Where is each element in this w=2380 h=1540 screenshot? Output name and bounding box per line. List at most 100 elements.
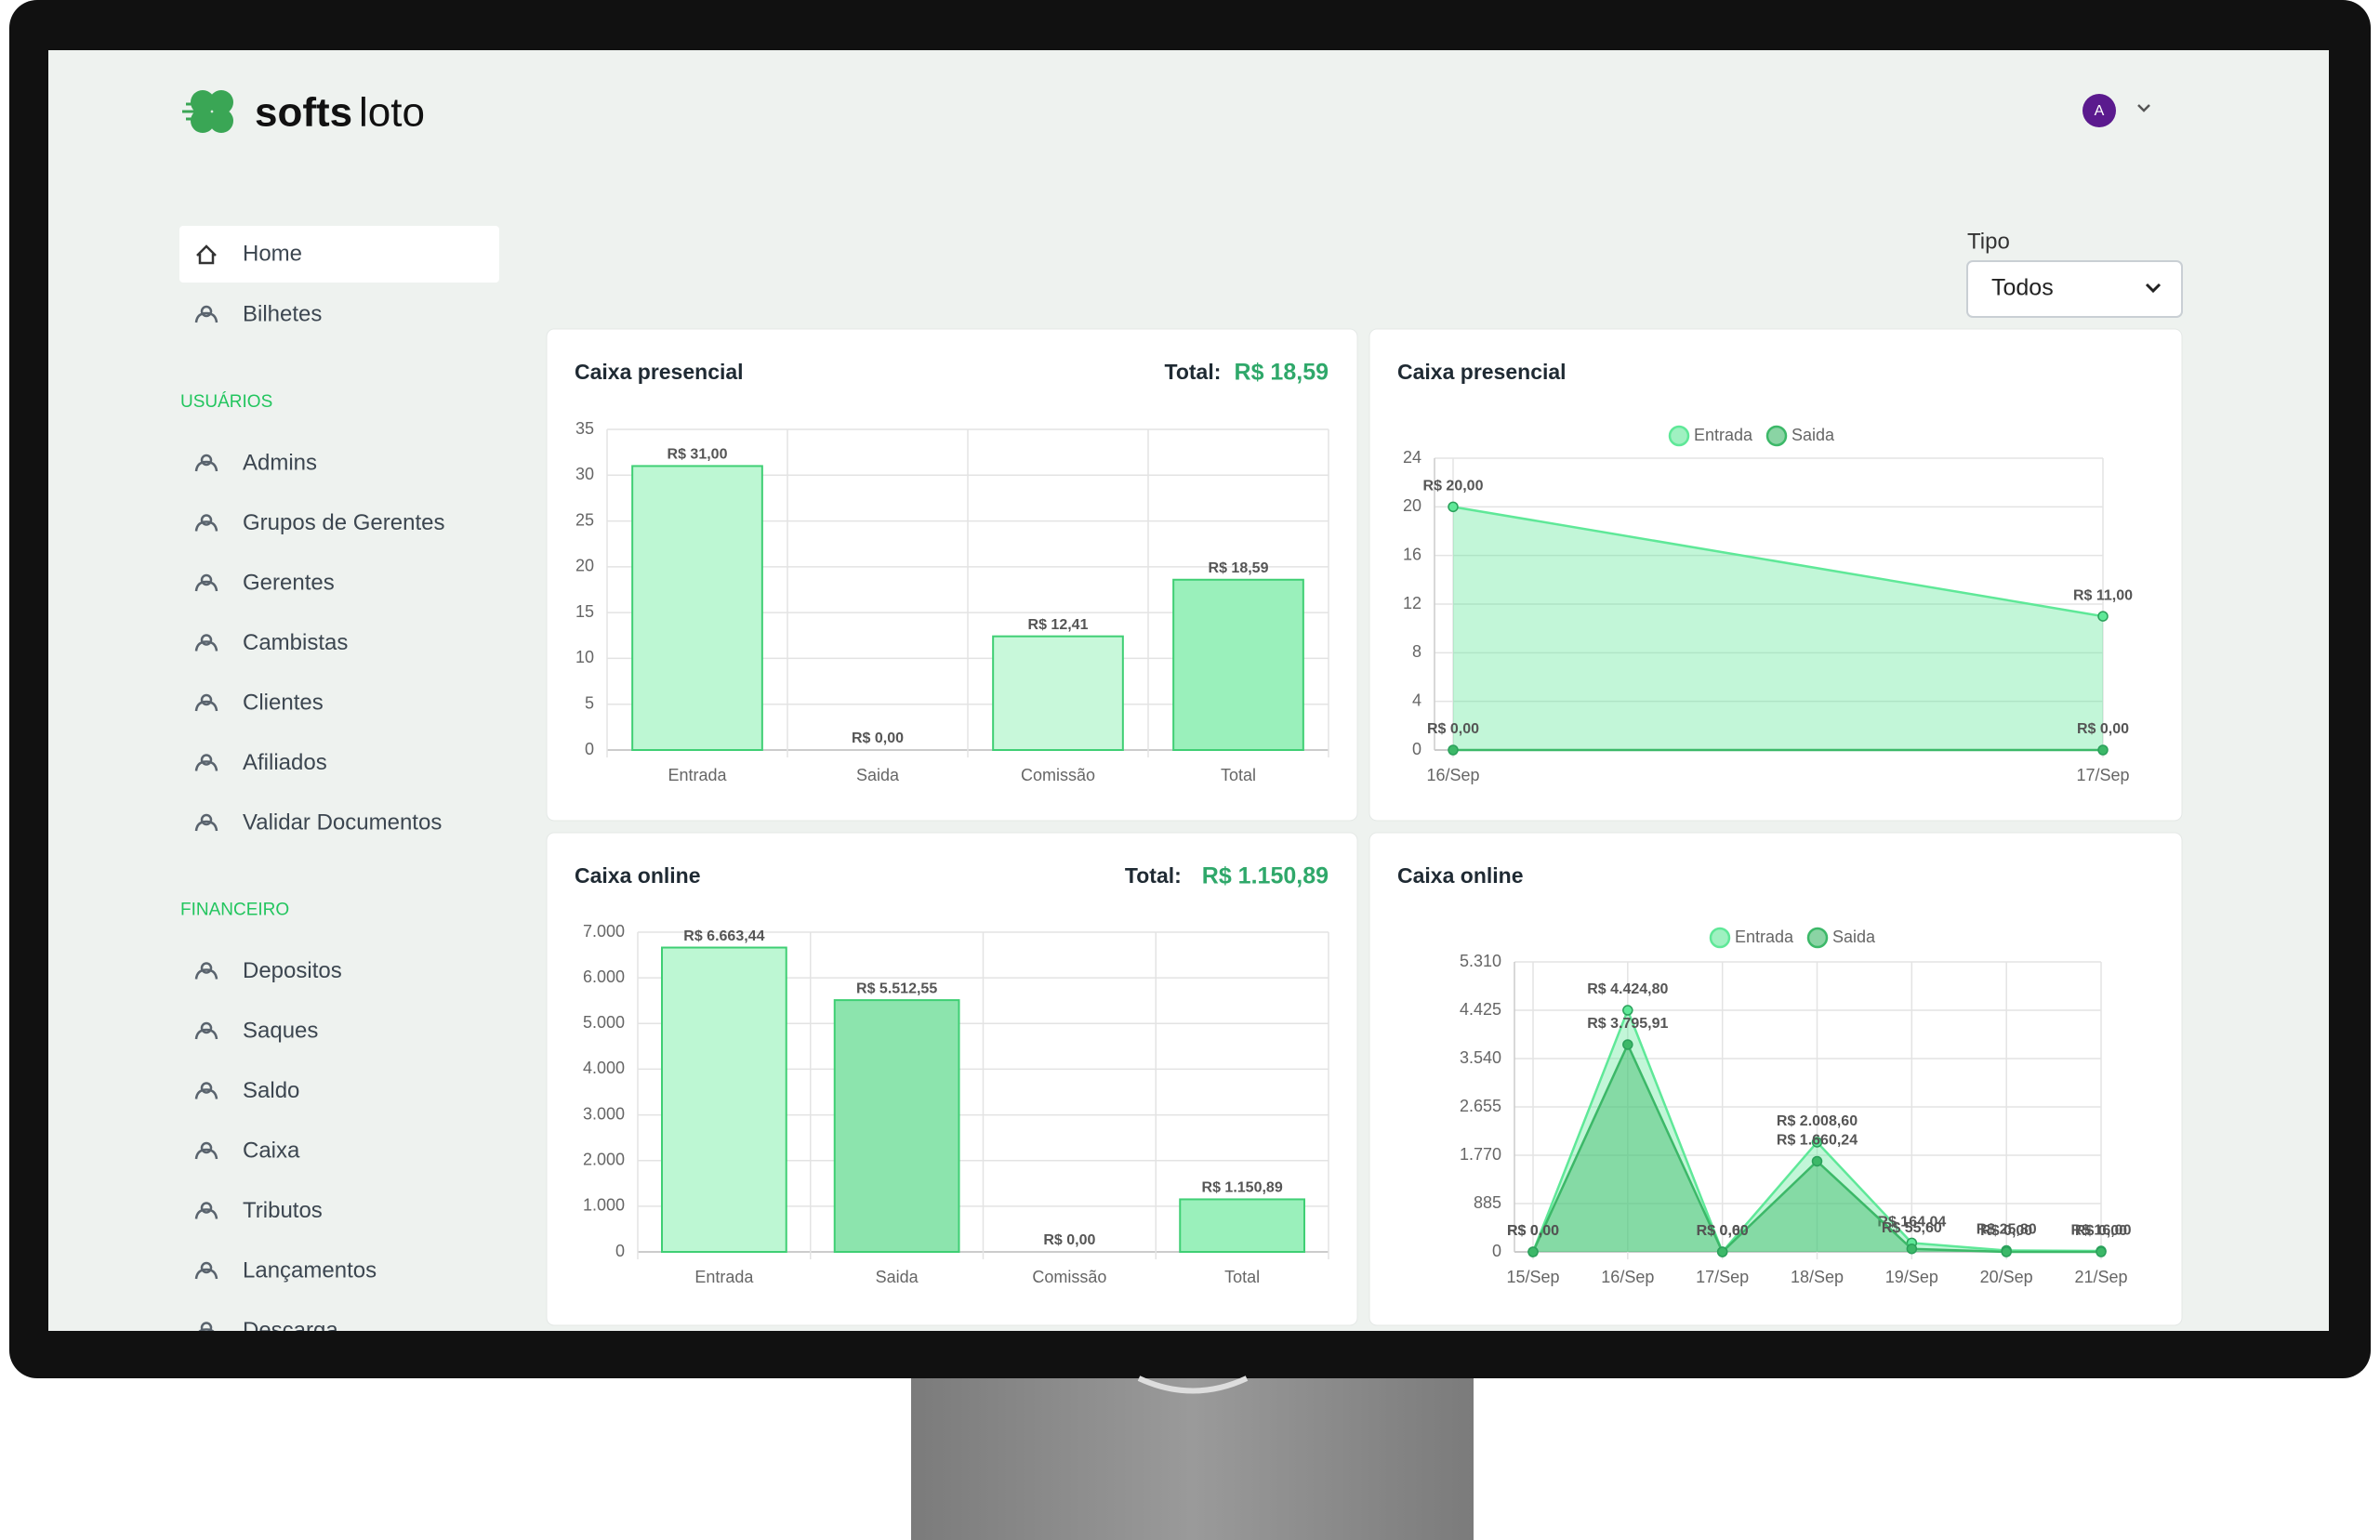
icon-generic <box>194 754 218 771</box>
legend-label: Entrada <box>1694 426 1753 444</box>
y-tick-label: 0 <box>615 1242 625 1260</box>
icon-generic <box>198 1322 215 1331</box>
icon-generic <box>194 573 218 592</box>
menu-item[interactable]: Saldo <box>243 1078 299 1103</box>
menu-item[interactable]: Home <box>243 241 302 266</box>
point <box>2097 611 2109 622</box>
legend-label: Saida <box>1792 426 1835 444</box>
legend-swatch <box>1806 927 1829 949</box>
point <box>1448 744 1459 756</box>
y-tick-label: 885 <box>1474 1193 1501 1212</box>
menu-item[interactable]: Afiliados <box>243 750 327 775</box>
y-tick-label: 0 <box>1412 740 1421 758</box>
menu-item[interactable]: Grupos de Gerentes <box>243 510 444 535</box>
y-tick-label: 20 <box>1403 496 1421 515</box>
y-tick-label: 20 <box>575 557 594 575</box>
x-tick-label: 18/Sep <box>1791 1268 1844 1286</box>
value-label: R$ 55,60 <box>1882 1220 1942 1236</box>
icon-generic <box>194 1202 218 1219</box>
value-label: R$ 0,00 <box>2075 1223 2127 1239</box>
value-label: R$ 0,00 <box>1507 1223 1559 1239</box>
area <box>1533 1010 2101 1252</box>
bar <box>833 999 960 1253</box>
monitor-stand <box>911 1366 1474 1540</box>
menu-item[interactable]: Descarga <box>243 1318 338 1343</box>
icon-generic <box>194 962 218 980</box>
x-tick-label: 16/Sep <box>1426 766 1479 784</box>
y-tick-label: 24 <box>1403 448 1421 467</box>
bar <box>1172 578 1304 752</box>
avatar[interactable] <box>2082 94 2116 127</box>
x-tick-label: 15/Sep <box>1506 1268 1559 1286</box>
icon-home <box>196 244 217 265</box>
menu-item[interactable]: Cambistas <box>243 630 348 655</box>
menu-icon <box>194 634 218 652</box>
legend-swatch <box>1765 425 1788 447</box>
bar <box>992 635 1124 751</box>
menu-item[interactable]: Caixa <box>243 1138 300 1163</box>
value-label: R$ 4.424,80 <box>1587 981 1668 997</box>
legend-swatch <box>1709 927 1731 949</box>
value-label: R$ 0,00 <box>1697 1223 1749 1239</box>
value-label: R$ 0,00 <box>1980 1223 2032 1239</box>
logo: softs loto <box>182 90 425 136</box>
bar <box>631 465 763 751</box>
line <box>1452 506 2104 618</box>
menu-icon <box>194 1082 218 1099</box>
point <box>1811 1137 1823 1148</box>
value-label: R$ 5.512,55 <box>856 981 937 996</box>
value-label: R$ 0,00 <box>852 731 904 746</box>
value-label: R$ 164,04 <box>1877 1215 1946 1231</box>
x-tick-label: Entrada <box>694 1268 754 1286</box>
x-tick-label: 17/Sep <box>1696 1268 1749 1286</box>
menu-icon <box>194 454 218 472</box>
menu-item[interactable]: Admins <box>243 450 317 475</box>
y-tick-label: 16 <box>1403 545 1421 563</box>
logo-light: loto <box>359 90 425 136</box>
menu-item[interactable]: Lançamentos <box>243 1257 377 1283</box>
y-tick-label: 5.000 <box>583 1013 625 1032</box>
icon-generic <box>194 305 218 323</box>
filter-label: Tipo <box>1967 229 2010 254</box>
card <box>1368 832 2183 1326</box>
icon-generic <box>194 514 218 532</box>
chart-title: Caixa presencial <box>575 360 744 384</box>
menu-item[interactable]: Tributos <box>243 1198 323 1223</box>
area <box>1453 507 2103 750</box>
point <box>1811 1155 1823 1167</box>
select-chevron <box>2145 283 2162 294</box>
menu-item[interactable]: Depositos <box>243 958 342 983</box>
filter-select[interactable] <box>1966 260 2183 318</box>
value-label: R$ 12,41 <box>1028 617 1089 633</box>
total-label: Total: <box>1125 863 1182 888</box>
point <box>2097 744 2109 756</box>
menu-icon <box>196 244 217 265</box>
total-label: Total: <box>1164 360 1221 384</box>
x-tick-label: Comissão <box>1021 766 1095 784</box>
avatar-chevron[interactable] <box>2137 104 2150 112</box>
menu-item[interactable]: Bilhetes <box>243 301 322 326</box>
menu-icon <box>194 1141 218 1160</box>
y-tick-label: 2.000 <box>583 1150 625 1168</box>
menu-item[interactable]: Clientes <box>243 690 324 715</box>
menu-item[interactable]: Validar Documentos <box>243 809 442 835</box>
value-label: R$ 1.660,24 <box>1777 1133 1858 1149</box>
value-label: R$ 31,00 <box>668 447 728 463</box>
y-tick-label: 10 <box>575 648 594 666</box>
y-tick-label: 5.310 <box>1460 952 1501 970</box>
value-label: R$ 2.008,60 <box>1777 1113 1858 1129</box>
x-tick-label: 20/Sep <box>1980 1268 2033 1286</box>
menu-item[interactable]: Saques <box>243 1018 318 1043</box>
legend-label: Entrada <box>1735 928 1794 946</box>
y-tick-label: 0 <box>1492 1242 1501 1260</box>
section-title: FINANCEIRO <box>180 901 289 920</box>
avatar-letter: A <box>2095 103 2105 119</box>
chart-title: Caixa presencial <box>1397 360 1567 384</box>
value-label: R$ 0,00 <box>1507 1223 1559 1239</box>
y-tick-label: 3.540 <box>1460 1048 1501 1067</box>
point <box>1716 1246 1728 1257</box>
chart-title: Caixa online <box>1397 863 1523 888</box>
filter-value: Todos <box>1991 275 2054 301</box>
section-title: USUÁRIOS <box>180 392 272 412</box>
menu-item[interactable]: Gerentes <box>243 570 335 595</box>
